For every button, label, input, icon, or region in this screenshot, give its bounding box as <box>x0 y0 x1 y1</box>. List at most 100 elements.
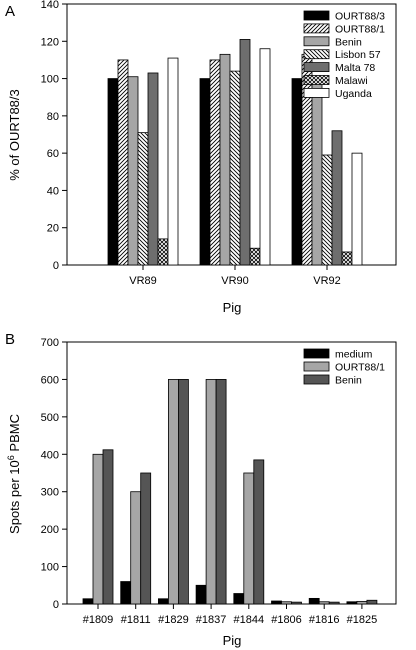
panel-b-bar-1806-benin <box>291 601 302 605</box>
panel-a-y-tick-label-0: 0 <box>53 260 59 272</box>
panel-b-bar-1837-benin <box>215 379 227 605</box>
panel-a-bar-vr89-malta-78 <box>147 72 159 266</box>
panel-a-bar-vr89-lisbon-57 <box>137 132 149 266</box>
panel-b-bar-1844-ourt88-1 <box>243 472 255 605</box>
panel-a-y-tick-label-140: 140 <box>41 0 59 11</box>
panel-a-bar-vr90-lisbon-57 <box>229 70 241 266</box>
panel-a-bars <box>107 39 363 266</box>
panel-b-x-tick-label-1809: #1809 <box>83 614 114 626</box>
panel-a-legend-label-ourt88-1: OURT88/1 <box>335 23 385 35</box>
panel-a-bar-vr92-benin <box>311 76 323 266</box>
panel-b-x-tick-label-1816: #1816 <box>309 614 340 626</box>
panel-a-bar-vr92-lisbon-57 <box>321 154 333 266</box>
panel-b-y-tick-label-400: 400 <box>41 449 59 461</box>
panel-b-x-tick-label-1837: #1837 <box>196 614 227 626</box>
panel-b-plot-frame <box>66 341 397 605</box>
panel-a-bar-vr90-malta-78 <box>239 39 251 266</box>
panel-b-y-tick-label-500: 500 <box>41 412 59 424</box>
panel-b-y-axis-label-main: Spots per 10 <box>7 460 22 534</box>
panel-a-bar-vr92-ourt88-3 <box>291 78 303 266</box>
panel-b-bar-1837-ourt88-1 <box>205 379 217 605</box>
panel-b-x-tick-label-1829: #1829 <box>158 614 189 626</box>
panel-a-bar-vr89-ourt88-1 <box>117 59 129 266</box>
panel-a-legend-label-ourt88-3: OURT88/3 <box>335 11 385 23</box>
panel-a-bar-vr90-ourt88-3 <box>199 78 211 266</box>
panel-b-legend-swatch-medium <box>303 348 330 359</box>
panel-a-x-axis-label: Pig <box>223 300 242 315</box>
panel-a-bar-vr92-ourt88-1 <box>301 53 313 266</box>
panel-a-legend-swatch-malta-78 <box>303 62 330 72</box>
panel-a-y-tick-label-100: 100 <box>41 74 59 86</box>
panel-a-y-tick-label-120: 120 <box>41 36 59 48</box>
panel-a-legend-swatch-malawi <box>303 75 330 85</box>
panel-b-label: B <box>5 331 15 348</box>
panel-a-legend-swatch-lisbon-57 <box>303 49 330 60</box>
panel-b-bar-1811-benin <box>140 472 152 605</box>
panel-a-x-tick-label-vr90: VR90 <box>221 275 249 287</box>
panel-a-bar-vr92-malta-78 <box>331 130 343 266</box>
panel-a-bar-vr90-benin <box>219 53 231 266</box>
panel-a-legend-label-malta-78: Malta 78 <box>335 62 375 74</box>
panel-b-bar-1811-ourt88-1 <box>130 491 142 605</box>
panel-b-bar-1806-ourt88-1 <box>281 601 292 605</box>
panel-b-bar-1837-medium <box>195 584 207 605</box>
panel-b-bar-1811-medium <box>120 581 132 605</box>
panel-b-bar-1816-medium <box>308 597 320 605</box>
panel-b-bar-1809-benin <box>102 449 114 605</box>
panel-b-legend-label-ourt88-1: OURT88/1 <box>335 362 385 374</box>
panel-b-bar-1825-medium <box>346 601 358 605</box>
panel-a-legend-swatch-benin <box>303 36 330 47</box>
panel-b-y-tick-label-0: 0 <box>53 599 59 611</box>
panel-a-legend-label-benin: Benin <box>335 36 362 48</box>
panel-a-y-axis: 0 20 40 60 80 100 120 140 <box>41 0 67 272</box>
panel-a-x-tick-label-vr89: VR89 <box>129 275 157 287</box>
panel-a-bar-vr89-benin <box>127 76 139 266</box>
panel-a-y-tick-label-20: 20 <box>47 223 59 235</box>
panel-a-x-tick-label-vr92: VR92 <box>313 275 341 287</box>
panel-a-y-axis-label: % of OURT88/3 <box>7 89 22 181</box>
panel-a-label: A <box>5 3 15 20</box>
panel-b-legend-swatch-ourt88-1 <box>303 361 330 372</box>
panel-b-bars <box>82 379 378 605</box>
panel-b-bar-1825-ourt88-1 <box>356 600 368 605</box>
panel-a-bar-vr89-uganda <box>167 57 179 266</box>
panel-b-bar-1829-benin <box>177 379 189 605</box>
panel-b-legend-label-benin: Benin <box>335 375 362 387</box>
panel-b-bar-1844-benin <box>253 459 265 605</box>
panel-b-legend-swatch-benin <box>303 374 330 385</box>
panel-b-bar-1816-ourt88-1 <box>318 601 330 605</box>
panel-b-bar-1829-ourt88-1 <box>167 379 179 605</box>
panel-a-legend-label-lisbon-57: Lisbon 57 <box>335 49 381 61</box>
panel-a-bar-vr90-uganda <box>259 48 271 266</box>
panel-b-y-axis-label-superscript: 6 <box>6 455 16 460</box>
panel-a-bar-vr90-malawi <box>249 247 261 266</box>
panel-b-y-axis-label: Spots per 106 PBMC <box>6 414 22 534</box>
panel-a-legend-swatch-ourt88-1 <box>303 23 330 34</box>
panel-a: A 0 20 40 60 80 100 120 140 VR89 VR90 VR92 OURT88… <box>5 0 397 315</box>
panel-b-x-tick-label-1806: #1806 <box>271 614 302 626</box>
panel-b-x-tick-label-1811: #1811 <box>121 614 151 626</box>
panel-b-y-tick-label-700: 700 <box>41 337 59 349</box>
panel-b-y-axis: 0 100 200 300 400 500 600 700 <box>41 337 67 611</box>
panel-b-bar-1809-ourt88-1 <box>92 453 104 605</box>
panel-b-y-tick-label-200: 200 <box>41 524 59 536</box>
panel-b-bar-1816-benin <box>328 601 340 605</box>
panel-b-bar-1829-medium <box>157 598 169 605</box>
panel-a-legend-swatch-uganda <box>303 88 330 98</box>
panel-b-x-tick-label-1844: #1844 <box>234 614 265 626</box>
panel-b-y-tick-label-100: 100 <box>41 562 59 574</box>
panel-b-bar-1806-medium <box>271 600 282 605</box>
panel-a-x-axis: VR89 VR90 VR92 <box>129 265 341 287</box>
panel-b-y-tick-label-300: 300 <box>41 487 59 499</box>
panel-a-bar-vr92-uganda <box>351 152 363 266</box>
panel-a-bar-vr90-ourt88-1 <box>209 59 221 266</box>
panel-b-bar-1825-benin <box>366 599 378 605</box>
panel-b-y-axis-label-tail: PBMC <box>7 414 22 455</box>
panel-a-legend-label-malawi: Malawi <box>335 75 368 87</box>
panel-a-bar-vr89-ourt88-3 <box>107 78 119 266</box>
panel-b-bar-1844-medium <box>233 593 245 605</box>
panel-b-x-axis: #1809 #1811 #1829 #1837 #1844 #1806 #1816 #1825 <box>83 604 377 626</box>
